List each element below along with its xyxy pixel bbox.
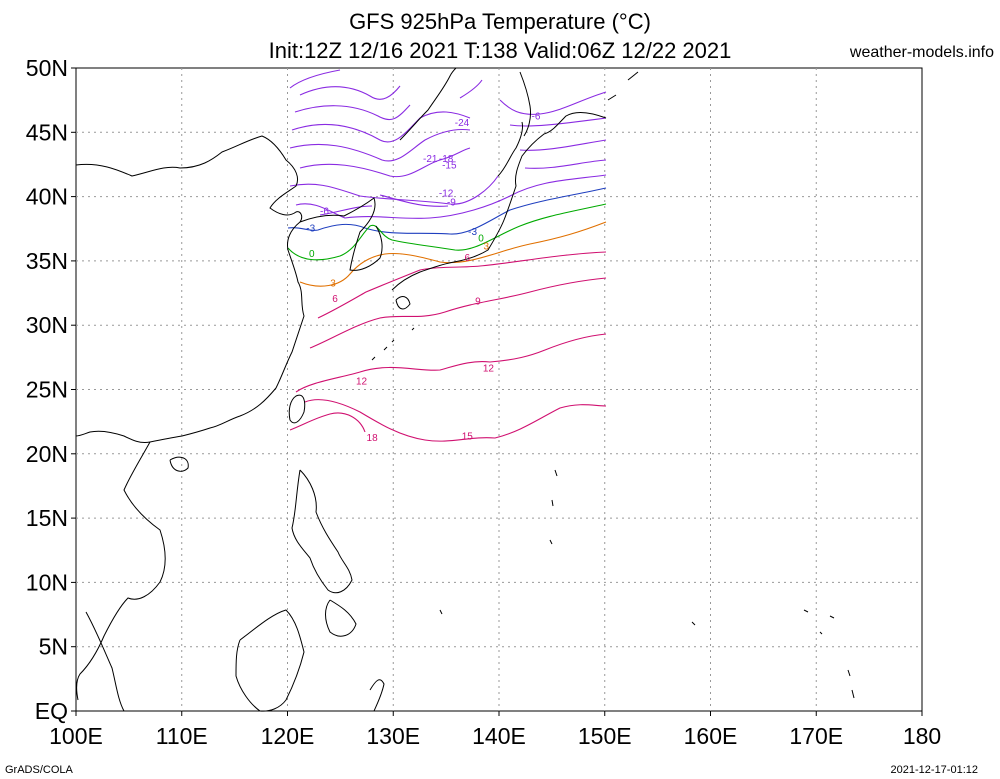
contour-label: 3 [484, 241, 490, 252]
isotherm-line [317, 251, 607, 319]
coastline [76, 441, 166, 701]
contour-label: 6 [332, 294, 338, 305]
lon-tick-label: 170E [789, 723, 843, 749]
isotherm-line [289, 412, 366, 433]
lat-tick-label: 5N [39, 634, 68, 660]
lat-tick-label: 10N [26, 569, 68, 595]
lat-tick-label: 35N [26, 248, 68, 274]
contour-label: -6 [532, 111, 541, 122]
lon-tick-label: 130E [366, 723, 420, 749]
contour-label: 0 [309, 249, 315, 260]
contour-label: -3 [468, 227, 477, 238]
lat-tick-label: 20N [26, 441, 68, 467]
footer-software: GrADS/COLA [5, 764, 73, 776]
isotherm-line [289, 175, 499, 205]
lon-tick-label: 150E [578, 723, 632, 749]
contour-label: -6 [320, 207, 329, 218]
isotherm-line [291, 111, 471, 143]
isotherm-line [299, 85, 401, 100]
lat-tick-label: 15N [26, 505, 68, 531]
isotherm-line [299, 221, 607, 287]
isotherm-line [287, 187, 607, 235]
coastline [75, 135, 305, 443]
contour-label: -3 [306, 223, 315, 234]
lat-tick-label: EQ [35, 698, 68, 724]
lon-tick-label: 100E [49, 723, 103, 749]
isotherm-line [509, 117, 607, 127]
isotherm-line [309, 277, 607, 349]
lat-tick-label: 30N [26, 312, 68, 338]
isotherm-line [519, 139, 607, 151]
isotherm-line [304, 399, 607, 442]
lon-tick-label: 110E [156, 723, 208, 749]
map-subtitle: Init:12Z 12/16 2021 T:138 Valid:06Z 12/2… [268, 38, 732, 63]
isotherm-line [287, 203, 607, 261]
contour-label: 3 [330, 279, 336, 290]
contour-label: 18 [367, 433, 379, 444]
isotherm-line [289, 128, 471, 162]
coastline [395, 296, 411, 310]
isotherm-lines [287, 69, 607, 442]
contour-label: -15 [442, 160, 457, 171]
coastline [325, 599, 357, 637]
coastline [439, 71, 855, 699]
map-title: GFS 925hPa Temperature (°C) [349, 9, 651, 34]
contour-label: -9 [447, 198, 456, 209]
coastline [288, 394, 306, 424]
coastline [497, 121, 523, 177]
coastline [85, 611, 125, 712]
isotherm-line [294, 104, 411, 121]
contour-label: 9 [475, 297, 481, 308]
lat-tick-label: 50N [26, 55, 68, 81]
contour-label: -18 [439, 154, 454, 165]
isotherm-line [524, 159, 607, 169]
lon-tick-label: 180 [903, 723, 941, 749]
isotherm-line [299, 147, 471, 178]
coastline [299, 197, 383, 271]
contour-label: -12 [439, 189, 454, 200]
contour-label: -21 [423, 154, 438, 165]
lon-tick-label: 120E [261, 723, 315, 749]
site-credit: weather-models.info [849, 44, 994, 61]
axis-ticks: 100E 110E 120E 130E 140E 150E 160E 170E 18050N45… [26, 55, 941, 749]
lon-tick-label: 160E [684, 723, 738, 749]
lon-tick-label: 140E [472, 723, 526, 749]
isotherm-line [459, 79, 607, 115]
isotherm-line [295, 333, 607, 393]
contour-label: 6 [464, 253, 470, 264]
coastline [169, 456, 189, 472]
coastline [235, 609, 305, 712]
coastline [399, 67, 457, 141]
lat-tick-label: 25N [26, 377, 68, 403]
lat-lon-grid [76, 68, 922, 711]
coastline [291, 469, 353, 594]
contour-label: 12 [356, 376, 368, 387]
coastline [369, 679, 385, 712]
contour-label: -24 [455, 118, 470, 129]
contour-label: 15 [462, 432, 474, 443]
lat-tick-label: 40N [26, 184, 68, 210]
isotherm-line [319, 194, 449, 216]
coastline [371, 327, 415, 361]
coastline [391, 111, 607, 291]
contour-label: 0 [478, 234, 484, 245]
lat-tick-label: 45N [26, 119, 68, 145]
footer-timestamp: 2021-12-17-01:12 [890, 764, 978, 776]
coastline [519, 71, 531, 137]
contour-label: 12 [483, 363, 495, 374]
coastlines [75, 67, 855, 712]
isotherm-line [289, 69, 341, 89]
